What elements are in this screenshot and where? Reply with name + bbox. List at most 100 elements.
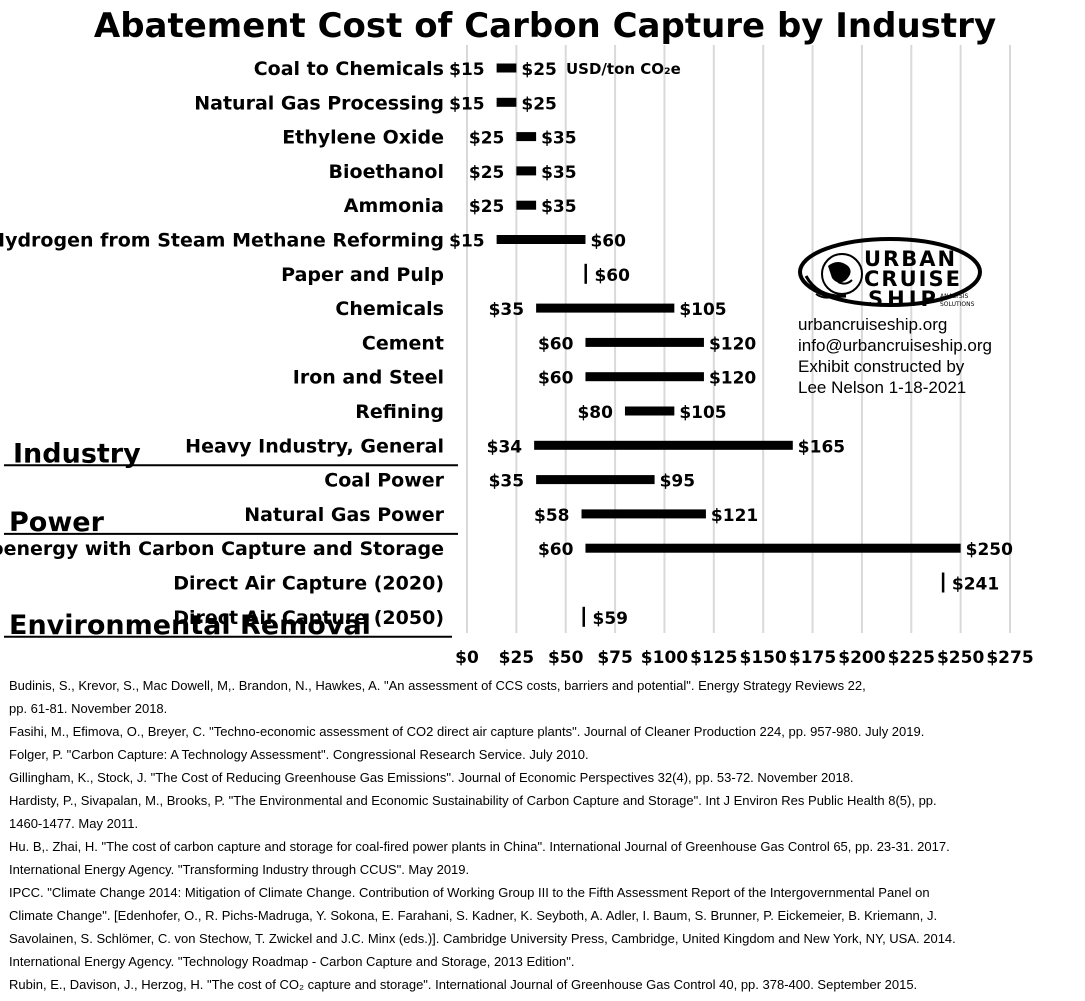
group-label: Industry xyxy=(13,438,141,469)
x-tick-label: $0 xyxy=(455,648,479,668)
category-label: Coal Power xyxy=(324,470,444,492)
low-value-label: $35 xyxy=(489,300,525,320)
group-label: Environmental Removal xyxy=(9,610,371,641)
category-label: Cement xyxy=(362,332,444,354)
x-tick-label: $150 xyxy=(740,648,787,668)
range-bar xyxy=(624,406,675,416)
x-axis-ticks: $0 $25 $50 $75 $100 $125 $150 $175 $200 $225 $250 $… xyxy=(455,648,1034,668)
x-tick-label: $175 xyxy=(789,648,836,668)
urban-cruise-ship-logo: URBAN CRUISE SHIP ANALYSIS SOLUTIONS xyxy=(798,236,998,316)
x-tick-label: $25 xyxy=(499,648,535,668)
globe-swirl-icon: URBAN CRUISE SHIP ANALYSIS SOLUTIONS xyxy=(798,237,982,311)
range-bar xyxy=(585,337,704,347)
range-bar xyxy=(581,509,706,519)
reference-line: Hu. B,. Zhai, H. "The cost of carbon cap… xyxy=(9,839,950,854)
x-tick-label: $225 xyxy=(888,648,935,668)
high-value-label: $35 xyxy=(541,129,577,149)
category-label: Ethylene Oxide xyxy=(282,127,444,149)
category-label: Chemicals xyxy=(335,298,444,320)
range-bar xyxy=(585,372,704,382)
high-value-label: $250 xyxy=(966,540,1013,560)
high-value-label: $241 xyxy=(952,575,999,595)
range-bar xyxy=(534,440,793,450)
low-value-label: $25 xyxy=(469,197,505,217)
category-label: Bioethanol xyxy=(329,161,444,183)
low-value-label: $35 xyxy=(489,472,525,492)
group-labels: Industry Power Environmental Removal xyxy=(4,438,458,641)
high-value-label: $60 xyxy=(594,266,630,286)
category-label: Bioenergy with Carbon Capture and Storag… xyxy=(0,538,444,560)
x-tick-label: $100 xyxy=(641,648,688,668)
logo-subword: SOLUTIONS xyxy=(940,301,975,308)
references-list: Budinis, S., Krevor, S., Mac Dowell, M,.… xyxy=(9,674,1081,996)
logo-word: CRUISE xyxy=(864,267,962,291)
x-tick-label: $275 xyxy=(986,648,1033,668)
category-label: Natural Gas Processing xyxy=(194,92,444,114)
range-bar xyxy=(536,303,675,313)
category-label: Heavy Industry, General xyxy=(185,435,444,457)
range-bar xyxy=(516,132,537,142)
brand-website: urbancruiseship.org xyxy=(798,315,948,334)
high-value-label: $59 xyxy=(592,609,628,629)
reference-line: Savolainen, S. Schlömer, C. von Stechow,… xyxy=(9,931,956,946)
high-value-label: $120 xyxy=(709,334,756,354)
category-label: Coal to Chemicals xyxy=(254,58,444,80)
range-bar xyxy=(496,63,517,73)
brand-block: URBAN CRUISE SHIP ANALYSIS SOLUTIONS urb… xyxy=(798,236,1038,398)
bars xyxy=(496,63,961,627)
category-label: Direct Air Capture (2020) xyxy=(173,573,444,595)
low-value-label: $58 xyxy=(534,506,570,526)
brand-credit-author: Lee Nelson 1-18-2021 xyxy=(798,378,967,397)
high-value-label: $120 xyxy=(709,369,756,389)
range-bar xyxy=(496,235,586,244)
x-tick-label: $50 xyxy=(548,648,584,668)
low-value-label: $25 xyxy=(469,163,505,183)
reference-line: International Energy Agency. "Technology… xyxy=(9,954,575,969)
low-value-label: $60 xyxy=(538,540,574,560)
low-value-label: $25 xyxy=(469,129,505,149)
reference-line: Folger, P. "Carbon Capture: A Technology… xyxy=(9,747,589,762)
range-bar xyxy=(496,97,517,107)
high-value-label: $35 xyxy=(541,197,577,217)
high-value-label: $105 xyxy=(679,300,726,320)
low-value-label: $80 xyxy=(577,403,613,423)
category-label: Hydrogen from Steam Methane Reforming xyxy=(0,230,444,252)
range-bar xyxy=(516,200,537,210)
brand-info: urbancruiseship.org info@urbancruiseship… xyxy=(798,314,1038,398)
unit-label: USD/ton CO₂e xyxy=(566,60,681,78)
high-value-label: $25 xyxy=(521,94,557,114)
point-marker xyxy=(941,572,945,593)
high-value-label: $121 xyxy=(711,506,758,526)
low-value-label: $34 xyxy=(487,437,523,457)
high-value-label: $35 xyxy=(541,163,577,183)
category-label: Ammonia xyxy=(344,195,444,217)
low-value-label: $15 xyxy=(449,232,485,252)
reference-line: 1460-1477. May 2011. xyxy=(9,816,139,831)
reference-line: IPCC. "Climate Change 2014: Mitigation o… xyxy=(9,885,930,900)
category-label: Paper and Pulp xyxy=(281,264,444,286)
range-bar xyxy=(585,543,961,553)
group-label: Power xyxy=(9,507,105,538)
category-label: Natural Gas Power xyxy=(244,504,444,526)
low-value-label: $15 xyxy=(449,60,485,80)
x-tick-label: $250 xyxy=(937,648,984,668)
high-value-label: $95 xyxy=(660,472,696,492)
x-tick-label: $200 xyxy=(838,648,885,668)
low-value-label: $15 xyxy=(449,94,485,114)
range-bar xyxy=(516,166,537,176)
category-label: Iron and Steel xyxy=(293,367,444,389)
reference-line: International Energy Agency. "Transformi… xyxy=(9,862,470,877)
category-label: Refining xyxy=(355,401,444,423)
category-label: Direct Air Capture (2050) xyxy=(173,607,444,629)
reference-line: pp. 61-81. November 2018. xyxy=(9,701,168,716)
reference-line: Hardisty, P., Sivapalan, M., Brooks, P. … xyxy=(9,793,937,808)
high-value-label: $165 xyxy=(798,437,845,457)
reference-line: Rubin, E., Davison, J., Herzog, H. "The … xyxy=(9,977,918,992)
low-value-label: $60 xyxy=(538,369,574,389)
reference-line: Budinis, S., Krevor, S., Mac Dowell, M,.… xyxy=(9,678,866,693)
chart-title: Abatement Cost of Carbon Capture by Indu… xyxy=(93,6,997,46)
logo-word: URBAN xyxy=(864,247,957,271)
high-value-label: $105 xyxy=(679,403,726,423)
